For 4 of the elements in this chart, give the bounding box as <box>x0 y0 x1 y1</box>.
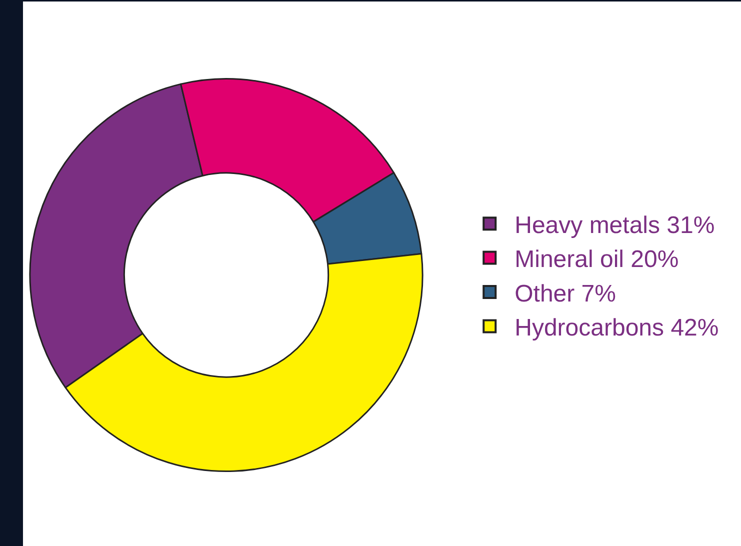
legend-label: Mineral oil 20% <box>514 246 679 274</box>
legend-label: Heavy metals 31% <box>514 212 715 239</box>
legend-label: Hydrocarbons 42% <box>514 314 719 342</box>
legend-label: Other 7% <box>514 280 616 308</box>
